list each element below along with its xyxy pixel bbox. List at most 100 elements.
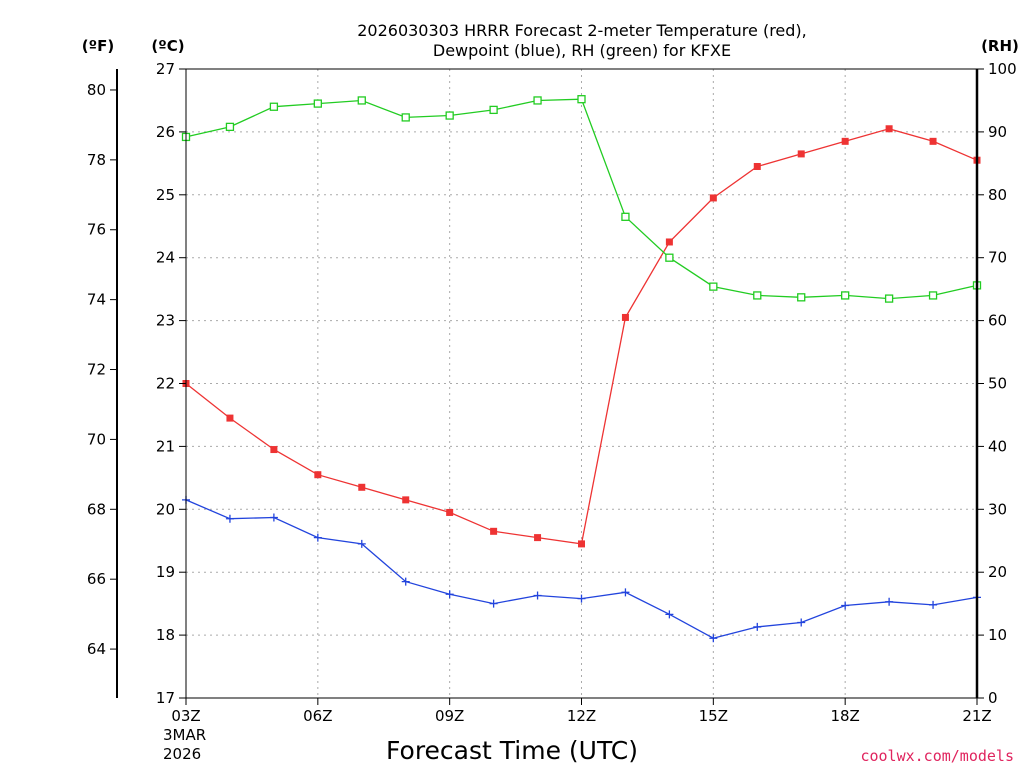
- rh-point: [489, 105, 498, 115]
- celsius-tick-label: 25: [156, 186, 175, 204]
- date-label-year: 2026: [163, 745, 201, 763]
- temperature-point: [490, 527, 498, 535]
- rh-point: [533, 96, 542, 105]
- dewpoint-point: [621, 588, 630, 597]
- temperature-point: [753, 162, 761, 170]
- celsius-tick-label: 24: [156, 249, 175, 267]
- rh-point: [577, 95, 586, 104]
- fahrenheit-tick-label: 64: [87, 640, 106, 658]
- fahrenheit-tick-label: 80: [87, 81, 106, 99]
- credit-link[interactable]: coolwx.com/models: [860, 747, 1014, 765]
- celsius-tick-label: 20: [156, 500, 175, 518]
- dewpoint-point: [313, 533, 322, 542]
- dewpoint-point: [401, 577, 410, 586]
- temperature-point: [270, 446, 278, 454]
- dewpoint-point: [357, 539, 366, 548]
- axes: [110, 68, 984, 705]
- grid: [186, 69, 977, 698]
- dewpoint-point: [929, 600, 938, 609]
- temperature-point: [534, 534, 542, 542]
- temperature-point: [358, 483, 366, 491]
- rh-point: [797, 293, 806, 302]
- celsius-tick-label: 27: [156, 60, 175, 78]
- temperature-point: [885, 125, 893, 133]
- dewpoint-point: [885, 597, 894, 606]
- celsius-tick-label: 22: [156, 375, 175, 393]
- x-tick-label: 18Z: [830, 707, 859, 725]
- rh-point: [928, 291, 938, 300]
- chart-title-line2: Dewpoint (blue), RH (green) for KFXE: [433, 41, 731, 60]
- dewpoint-point: [269, 513, 278, 522]
- rh-tick-label: 0: [988, 689, 998, 707]
- series-layer: [181, 95, 982, 643]
- temperature-point: [578, 540, 585, 548]
- rh-tick-label: 100: [988, 60, 1017, 78]
- temperature-line: [185, 128, 978, 545]
- dewpoint-point: [841, 601, 850, 610]
- rh-point: [313, 99, 322, 108]
- date-label-month: 3MAR: [163, 726, 206, 744]
- celsius-unit-label: (ºC): [151, 37, 184, 55]
- temperature-point: [797, 150, 805, 158]
- dewpoint-point: [797, 618, 806, 627]
- rh-point: [884, 294, 894, 303]
- dewpoint-point: [533, 591, 542, 600]
- fahrenheit-tick-label: 72: [87, 361, 106, 379]
- celsius-tick-label: 21: [156, 437, 175, 455]
- rh-point: [401, 113, 410, 122]
- dewpoint-point: [577, 594, 586, 603]
- rh-unit-label: (RH): [981, 37, 1019, 55]
- rh-tick-label: 10: [988, 626, 1007, 644]
- rh-point: [357, 96, 366, 105]
- rh-tick-label: 20: [988, 563, 1007, 581]
- rh-tick-label: 50: [988, 375, 1007, 393]
- temperature-point: [709, 194, 717, 202]
- celsius-tick-label: 17: [156, 689, 175, 707]
- rh-tick-label: 40: [988, 437, 1007, 455]
- dewpoint-point: [753, 622, 762, 631]
- x-tick-label: 09Z: [435, 707, 464, 725]
- rh-point: [445, 111, 454, 120]
- dewpoint-point: [709, 634, 718, 643]
- rh-point: [225, 122, 235, 132]
- celsius-tick-label: 26: [156, 123, 175, 141]
- fahrenheit-unit-label: (ºF): [82, 37, 114, 55]
- fahrenheit-tick-label: 68: [87, 500, 106, 518]
- rh-tick-label: 80: [988, 186, 1007, 204]
- rh-point: [665, 253, 674, 262]
- dewpoint-point: [225, 514, 234, 523]
- temperature-point: [226, 414, 234, 422]
- rh-point: [841, 291, 850, 300]
- dewpoint-point: [445, 590, 454, 599]
- temperature-point: [446, 508, 454, 516]
- celsius-tick-label: 23: [156, 312, 175, 330]
- rh-tick-label: 60: [988, 312, 1007, 330]
- temperature-point: [402, 496, 410, 504]
- x-tick-label: 12Z: [567, 707, 596, 725]
- tick-labels: 03Z 06Z 09Z 12Z 15Z 18Z 21Z 17 18 19 20 21 22 23 24 25 2…: [87, 60, 1017, 725]
- rh-tick-label: 30: [988, 500, 1007, 518]
- dewpoint-point: [489, 599, 498, 608]
- temperature-point: [621, 313, 629, 321]
- rh-point: [753, 291, 762, 300]
- rh-tick-label: 90: [988, 123, 1007, 141]
- fahrenheit-tick-label: 78: [87, 151, 106, 169]
- fahrenheit-tick-label: 76: [87, 221, 106, 239]
- rh-point: [709, 282, 718, 291]
- temperature-point: [314, 471, 322, 479]
- x-tick-label: 03Z: [171, 707, 200, 725]
- fahrenheit-tick-label: 74: [87, 291, 106, 309]
- celsius-tick-label: 18: [156, 626, 175, 644]
- temperature-point: [841, 137, 849, 145]
- rh-point: [269, 102, 279, 111]
- temperature-point: [929, 137, 937, 145]
- chart-title-line1: 2026030303 HRRR Forecast 2-meter Tempera…: [357, 21, 807, 40]
- dewpoint-point: [665, 610, 674, 619]
- x-tick-label: 06Z: [303, 707, 332, 725]
- x-tick-label: 15Z: [699, 707, 728, 725]
- x-tick-label: 21Z: [962, 707, 991, 725]
- temperature-point: [665, 238, 673, 246]
- x-axis-label: Forecast Time (UTC): [386, 736, 638, 765]
- fahrenheit-tick-label: 66: [87, 570, 106, 588]
